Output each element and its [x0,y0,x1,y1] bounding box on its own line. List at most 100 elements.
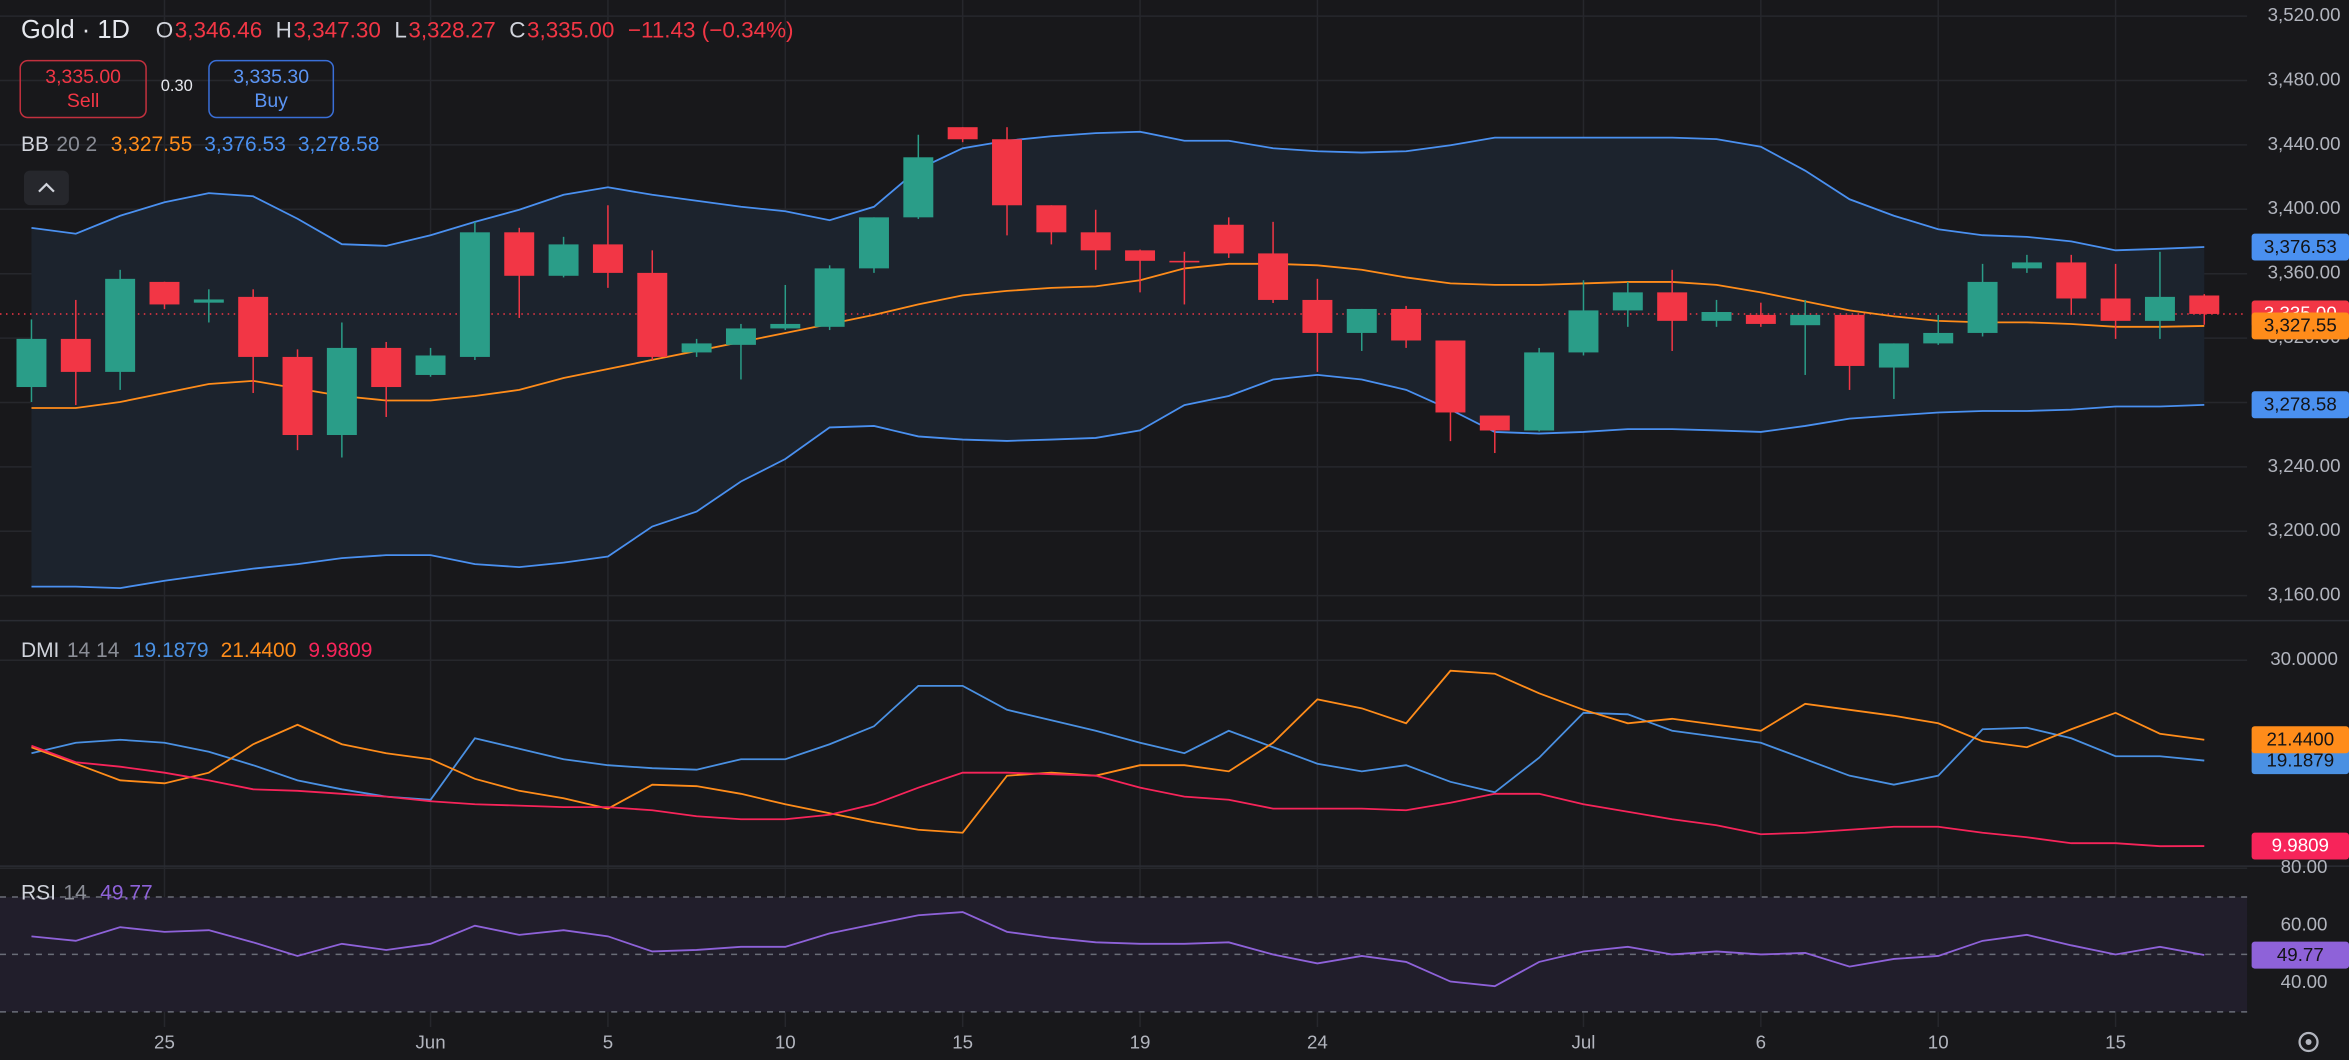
price-tag-label: 3,278.58 [2264,393,2337,414]
y-tick-label: 80.00 [2281,856,2328,877]
sell-label[interactable]: Sell [67,90,99,112]
price-tag-label: 19.1879 [2266,749,2334,770]
candle-body [415,355,446,375]
candle-body [1169,260,1200,263]
y-tick-label: 3,400.00 [2268,197,2341,218]
indicator-line [31,911,2205,988]
y-tick-label: 30.0000 [2270,648,2338,669]
candle-body [105,278,136,372]
x-tick-label: 6 [1756,1031,1766,1052]
candle-body [592,244,623,273]
candle-body [1524,352,1555,431]
candle-body [1701,312,1732,321]
candle-body [1834,314,1865,366]
price-tag [2251,726,2349,754]
price-tag [2251,747,2349,775]
candle-body [193,299,224,303]
candle-body [2189,295,2220,314]
y-tick-label: 3,520.00 [2268,4,2341,25]
buy-label[interactable]: Buy [254,90,288,112]
candle-body [1612,292,1643,311]
candle-body [2056,262,2087,299]
ohlc-value: 3,347.30 [293,17,380,42]
indicator-line [31,262,2205,409]
candle-body [238,296,269,357]
legend-params: 20 2 [56,133,97,156]
legend-params: 14 [63,881,87,904]
candle-body [1258,253,1289,300]
price-tag-label: 3,327.55 [2264,315,2337,336]
legend-title: BB [21,133,49,156]
ohlc-value: 3,335.00 [527,17,614,42]
candle-body [1479,415,1510,431]
candle-body [992,139,1022,206]
spread: 0.30 [161,77,193,95]
legend-title: DMI [21,639,59,662]
x-tick-label: Jul [1572,1031,1596,1052]
ohlc-value: 3,328.27 [408,17,495,42]
y-tick-label: 60.00 [2281,914,2328,935]
price-tag [2251,941,2349,969]
ohlc-key: C [509,17,525,42]
candle-body [725,328,756,345]
change-value: −11.43 (−0.34%) [628,17,794,42]
sell-button[interactable] [19,59,147,119]
front-layer: Gold · 1D 3,335.00 Sell 0.30 3,335.30 Bu… [19,4,2349,1053]
buy-price[interactable]: 3,335.30 [233,66,309,88]
candle-body [2144,296,2175,321]
legend-value: 21.4400 [221,639,297,662]
candle-body [1391,308,1422,341]
candle-body [2100,298,2131,321]
candle-body [1213,224,1244,254]
x-tick-label: 25 [154,1031,175,1052]
x-tick-label: 15 [952,1031,973,1052]
y-tick-label: 3,480.00 [2268,68,2341,89]
legend-value: 19.1879 [133,639,209,662]
x-tick-label: 10 [775,1031,796,1052]
indicator-line [31,373,2205,589]
symbol-title: Gold · 1D [21,16,130,44]
candle-body [1568,310,1599,353]
price-tag-label: 21.4400 [2266,728,2334,749]
y-tick-label: 3,160.00 [2268,584,2341,605]
x-tick-label: Jun [415,1031,445,1052]
sell-price[interactable]: 3,335.00 [45,66,121,88]
buy-button[interactable] [208,59,335,119]
y-tick-label: 3,360.00 [2268,262,2341,283]
candle-body [60,338,91,372]
x-tick-label: 15 [2105,1031,2126,1052]
candle-body [681,343,712,353]
legend-value: 3,278.58 [298,133,380,156]
ohlc-value: 3,346.46 [175,17,262,42]
candle-body [1435,340,1466,413]
candle-body [371,347,402,388]
candle-body [770,323,801,329]
candle-body [548,244,579,276]
collapse-icon[interactable] [38,182,55,193]
main-layer [16,127,2220,988]
candle-body [149,281,180,305]
indicator-line [31,130,2205,252]
collapse-button[interactable] [23,170,69,206]
candle-body [1878,343,1909,368]
x-tick-label: 10 [1928,1031,1949,1052]
legend-title: RSI [21,881,56,904]
candle-body [504,232,535,276]
settings-icon[interactable] [2298,1031,2319,1053]
settings-icon-dot[interactable] [2305,1039,2312,1046]
ohlc-key: H [276,17,292,42]
candle-body [2011,262,2042,269]
candle-body [326,347,357,436]
x-tick-label: 24 [1307,1031,1328,1052]
y-tick-label: 3,440.00 [2268,133,2341,154]
candle-body [1080,232,1111,251]
price-tag-label: 9.9809 [2272,835,2329,856]
y-tick-label: 40.00 [2281,971,2328,992]
indicator-line [31,744,2205,848]
candle-body [1790,314,1821,326]
ohlc-key: O [156,17,173,42]
candle-body [16,338,47,388]
candle-body [859,217,889,269]
y-tick-label: 3,200.00 [2268,519,2341,540]
candle-body [1346,308,1377,333]
